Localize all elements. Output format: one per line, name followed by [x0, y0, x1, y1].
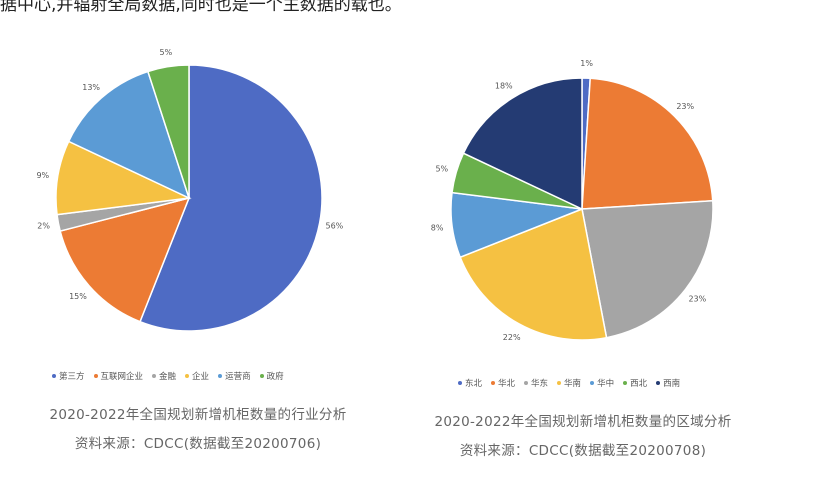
data-label-企业: 9% — [36, 171, 49, 180]
legend-item-华东: 华东 — [524, 377, 548, 389]
chart-source-region: 资料来源：CDCC(数据截至20200708) — [459, 443, 707, 459]
top-paragraph-text: 据中心,并辐射全局数据,同时也是一个主数据的载也。 — [0, 0, 402, 15]
pie-slice-华北 — [581, 77, 714, 210]
pie-slice-第三方 — [139, 64, 323, 332]
legend-marker-icon — [557, 381, 562, 385]
legend-item-华南: 华南 — [557, 377, 581, 389]
legend-marker-icon — [524, 381, 529, 385]
legend-label: 西北 — [630, 379, 648, 389]
legend-marker-icon — [458, 381, 462, 385]
legend-label: 西南 — [663, 379, 681, 389]
legend-marker-icon — [656, 381, 661, 385]
legend-label: 华南 — [564, 379, 582, 389]
legend-marker-icon — [152, 374, 157, 378]
legend-marker-icon — [218, 374, 223, 378]
legend-marker-icon — [491, 381, 496, 385]
legend-item-华中: 华中 — [590, 377, 614, 389]
pie-slice-华南 — [459, 207, 608, 341]
legend-region: 东北 华北 华东 华南 华中 西北 西南 — [458, 377, 680, 389]
data-label-华北: 23% — [676, 102, 694, 111]
pie-slices-industry: 56% 15% 2% 9% 13% 5% — [36, 48, 344, 332]
data-label-政府: 5% — [159, 48, 172, 57]
legend-label: 金融 — [159, 372, 177, 382]
chart-title-industry: 2020-2022年全国规划新增机柜数量的行业分析 — [49, 407, 347, 423]
legend-label: 企业 — [192, 372, 210, 382]
chart-source-industry: 资料来源：CDCC(数据截至20200706) — [74, 436, 322, 452]
data-label-西北: 5% — [435, 164, 448, 173]
legend-label: 运营商 — [225, 372, 251, 382]
legend-item-互联网企业: 互联网企业 — [93, 370, 144, 382]
data-label-金融: 2% — [37, 222, 50, 231]
legend-item-金融: 金融 — [152, 370, 176, 382]
data-label-第三方: 56% — [325, 222, 343, 231]
legend-label: 华东 — [531, 379, 549, 389]
legend-industry: 第三方 互联网企业 金融 企业 运营商 政府 — [52, 370, 284, 382]
legend-label: 东北 — [465, 379, 483, 389]
legend-marker-icon — [623, 381, 628, 385]
data-label-运营商: 13% — [82, 83, 100, 92]
legend-item-政府: 政府 — [259, 370, 284, 382]
data-label-东北: 1% — [580, 59, 593, 68]
legend-marker-icon — [185, 374, 190, 378]
data-label-西南: 18% — [495, 82, 513, 91]
pie-slice-华东 — [581, 199, 714, 339]
legend-label: 政府 — [266, 372, 284, 382]
legend-marker-icon — [93, 374, 98, 378]
pie-slice-政府 — [146, 64, 190, 199]
legend-item-西南: 西南 — [656, 377, 680, 389]
legend-marker-icon — [52, 374, 56, 378]
pie-slice-运营商 — [67, 70, 191, 200]
legend-label: 华北 — [498, 379, 516, 389]
data-label-华南: 22% — [503, 333, 521, 342]
legend-label: 华中 — [597, 379, 615, 389]
legend-marker-icon — [590, 381, 595, 385]
legend-marker-icon — [259, 374, 264, 378]
legend-label: 互联网企业 — [100, 372, 144, 382]
legend-item-运营商: 运营商 — [218, 370, 251, 382]
legend-item-第三方: 第三方 — [52, 370, 85, 382]
data-label-华中: 8% — [431, 223, 444, 232]
legend-item-东北: 东北 — [458, 377, 482, 389]
legend-item-企业: 企业 — [185, 370, 209, 382]
data-label-互联网企业: 15% — [69, 292, 87, 301]
legend-item-华北: 华北 — [491, 377, 515, 389]
legend-label: 第三方 — [59, 372, 85, 382]
pie-slice-互联网企业 — [59, 196, 191, 323]
legend-item-西北: 西北 — [623, 377, 647, 389]
pie-slices-region: 1% 23% 23% 22% 8% 5% 18% — [431, 59, 714, 342]
pie-slice-西南 — [462, 77, 583, 211]
chart-title-region: 2020-2022年全国规划新增机柜数量的区域分析 — [434, 414, 732, 430]
data-label-华东: 23% — [688, 294, 706, 303]
